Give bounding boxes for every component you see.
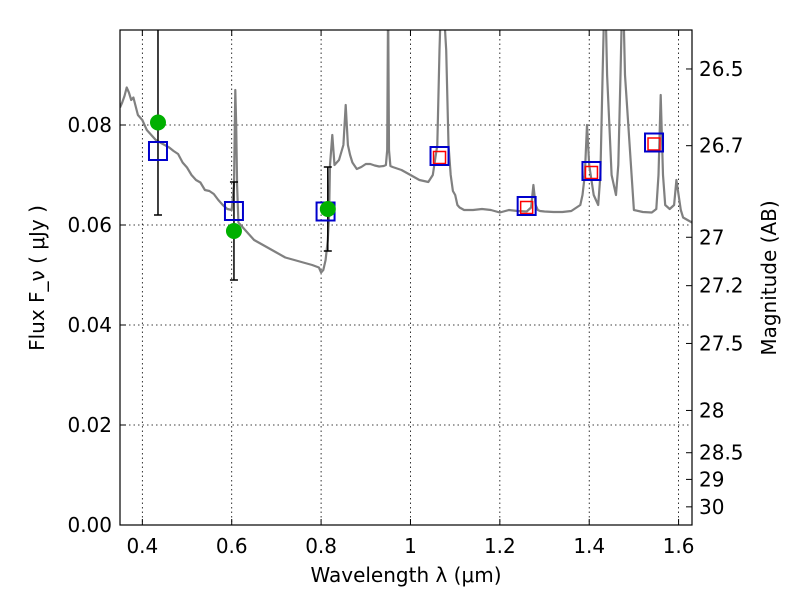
x-tick-label: 1.4	[573, 534, 605, 558]
blue-square-marker	[581, 161, 602, 181]
y-axis-title: Flux F_ν ( μJy )	[25, 205, 49, 351]
right-tick-label: 27.5	[699, 331, 744, 355]
red-square-marker	[519, 200, 534, 215]
y-tick-label: 0.06	[67, 213, 112, 237]
spectrum-layer	[120, 30, 692, 274]
green-point-marker	[225, 223, 242, 239]
blue-square-marker	[147, 141, 168, 161]
red-square-marker	[432, 150, 447, 165]
right-tick-label: 26.7	[699, 134, 744, 158]
x-tick-label: 0.4	[126, 534, 158, 558]
y-tick-label: 0.00	[67, 513, 112, 537]
x-tick-label: 0.8	[305, 534, 337, 558]
right-tick-label: 28	[699, 398, 724, 422]
grid-layer	[120, 30, 692, 525]
axes-layer: 0.4 0.6 0.8 1 1.2 1.4 1.6 0.00 0.02 0.04 0.06 0.08 2…	[67, 29, 744, 558]
x-tick-label: 0.6	[216, 534, 248, 558]
x-tick-label: 1	[404, 534, 417, 558]
y-tick-label: 0.02	[67, 413, 112, 437]
green-point-marker	[319, 201, 336, 217]
y-tick-label: 0.08	[67, 113, 112, 137]
labels-layer: Wavelength λ (μm) Flux F_ν ( μJy ) Magni…	[25, 200, 781, 587]
blue-square-marker	[516, 196, 537, 216]
blue-square-marker	[429, 146, 450, 166]
right-tick-label: 27.2	[699, 274, 744, 298]
right-axis-title: Magnitude (AB)	[757, 200, 781, 355]
right-tick-label: 29	[699, 467, 724, 491]
right-tick-label: 30	[699, 495, 724, 519]
right-tick-label: 26.5	[699, 57, 744, 81]
green-point-marker	[149, 114, 166, 131]
x-tick-label: 1.6	[663, 534, 695, 558]
spectrum-line	[120, 30, 692, 274]
blue-square-marker	[644, 132, 665, 153]
plot-frame	[119, 29, 693, 526]
right-tick-label: 27	[699, 225, 724, 249]
markers-layer	[147, 30, 665, 281]
x-axis-title: Wavelength λ (μm)	[310, 563, 501, 587]
blue-square-marker	[223, 201, 244, 221]
x-tick-label: 1.2	[484, 534, 516, 558]
red-square-marker	[584, 165, 599, 180]
y-tick-label: 0.04	[67, 313, 112, 337]
red-square-marker	[647, 137, 661, 151]
right-tick-label: 28.5	[699, 441, 744, 465]
